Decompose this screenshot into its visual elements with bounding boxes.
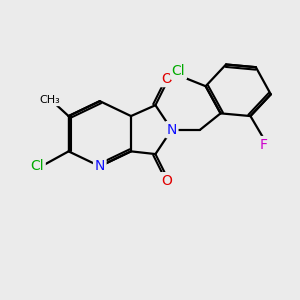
Text: O: O — [161, 72, 172, 86]
Text: CH₃: CH₃ — [39, 95, 60, 105]
Text: N: N — [94, 159, 105, 173]
Text: O: O — [161, 174, 172, 188]
Text: Cl: Cl — [31, 159, 44, 173]
Text: Cl: Cl — [172, 64, 185, 78]
Text: F: F — [260, 138, 268, 152]
Text: N: N — [167, 123, 177, 136]
